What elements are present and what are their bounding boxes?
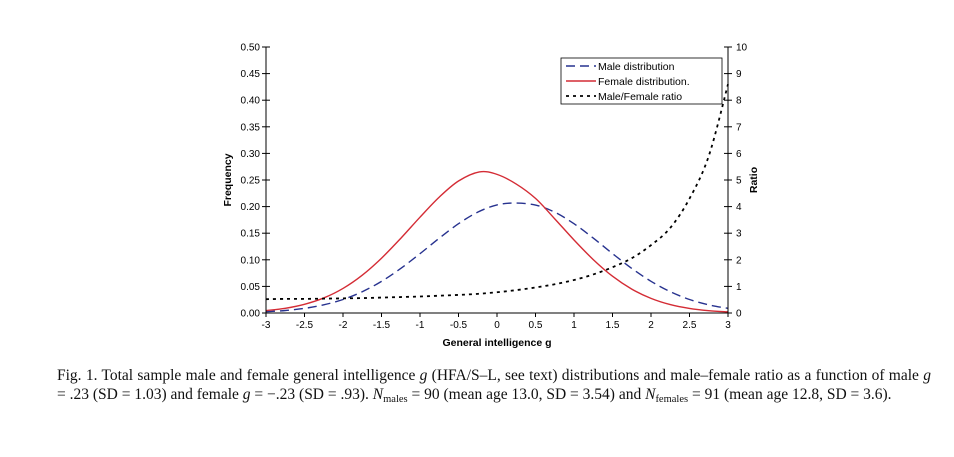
x-tick-label: 1: [571, 320, 577, 331]
y-tick-label: 0.15: [241, 229, 261, 240]
x-tick-label: -2: [339, 320, 348, 331]
y-tick-label: 0.20: [241, 202, 261, 213]
y2-tick-label: 1: [736, 282, 742, 293]
y2-tick-label: 4: [736, 202, 742, 213]
y-tick-label: 0.35: [241, 122, 261, 133]
y-tick-label: 0.10: [241, 255, 261, 266]
y-tick-label: 0.25: [241, 176, 261, 187]
legend-label-female: Female distribution.: [598, 76, 690, 88]
legend-label-ratio: Male/Female ratio: [598, 91, 682, 103]
y2-tick-label: 3: [736, 229, 742, 240]
figure: -3 -2.5 -2 -1.5 -1 -0.5 0 0.5 1 1.5 2 2.5 3 0.00 0.05 0…: [222, 43, 760, 350]
x-tick-label: -1.5: [373, 320, 391, 331]
y2-tick-label: 9: [736, 69, 742, 80]
x-tick-label: 2.5: [683, 320, 697, 331]
figure-caption: Fig. 1. Total sample male and female gen…: [57, 367, 931, 405]
x-tick-label: 1.5: [606, 320, 620, 331]
y2-tick-label: 0: [736, 309, 742, 320]
male-female-ratio-line: [265, 84, 729, 301]
x-tick-label: -3: [262, 320, 271, 331]
legend: Male distribution Female distribution. M…: [560, 57, 723, 105]
chart: -3 -2.5 -2 -1.5 -1 -0.5 0 0.5 1 1.5 2 2.5 3 0.00 0.05 0…: [222, 43, 760, 350]
legend-label-male: Male distribution: [598, 61, 675, 73]
y2-tick-label: 6: [736, 149, 742, 160]
y2-tick-label: 2: [736, 255, 742, 266]
y2-axis-title: Ratio: [748, 167, 760, 193]
y-tick-label: 0.05: [241, 282, 261, 293]
x-tick-label: 2: [648, 320, 654, 331]
x-tick-label: -2.5: [296, 320, 314, 331]
x-tick-label: -1: [416, 320, 425, 331]
y-tick-label: 0.30: [241, 149, 261, 160]
y-tick-label: 0.50: [241, 43, 261, 54]
x-axis-title: General intelligence g: [442, 337, 551, 349]
y2-tick-label: 10: [736, 43, 748, 54]
y-tick-label: 0.40: [241, 96, 261, 107]
male-distribution-line: [265, 202, 729, 313]
y2-tick-label: 8: [736, 96, 742, 107]
y-axis-title: Frequency: [222, 153, 234, 206]
y-tick-label: 0.00: [241, 309, 261, 320]
y-tick-label: 0.45: [241, 69, 261, 80]
x-tick-label: 0: [494, 320, 500, 331]
caption-fig-label: Fig. 1.: [57, 367, 98, 384]
y2-tick-label: 5: [736, 176, 742, 187]
x-tick-label: -0.5: [450, 320, 468, 331]
female-distribution-line: [265, 170, 729, 313]
y2-tick-label: 7: [736, 122, 742, 133]
x-tick-label: 0.5: [529, 320, 543, 331]
x-tick-label: 3: [725, 320, 731, 331]
